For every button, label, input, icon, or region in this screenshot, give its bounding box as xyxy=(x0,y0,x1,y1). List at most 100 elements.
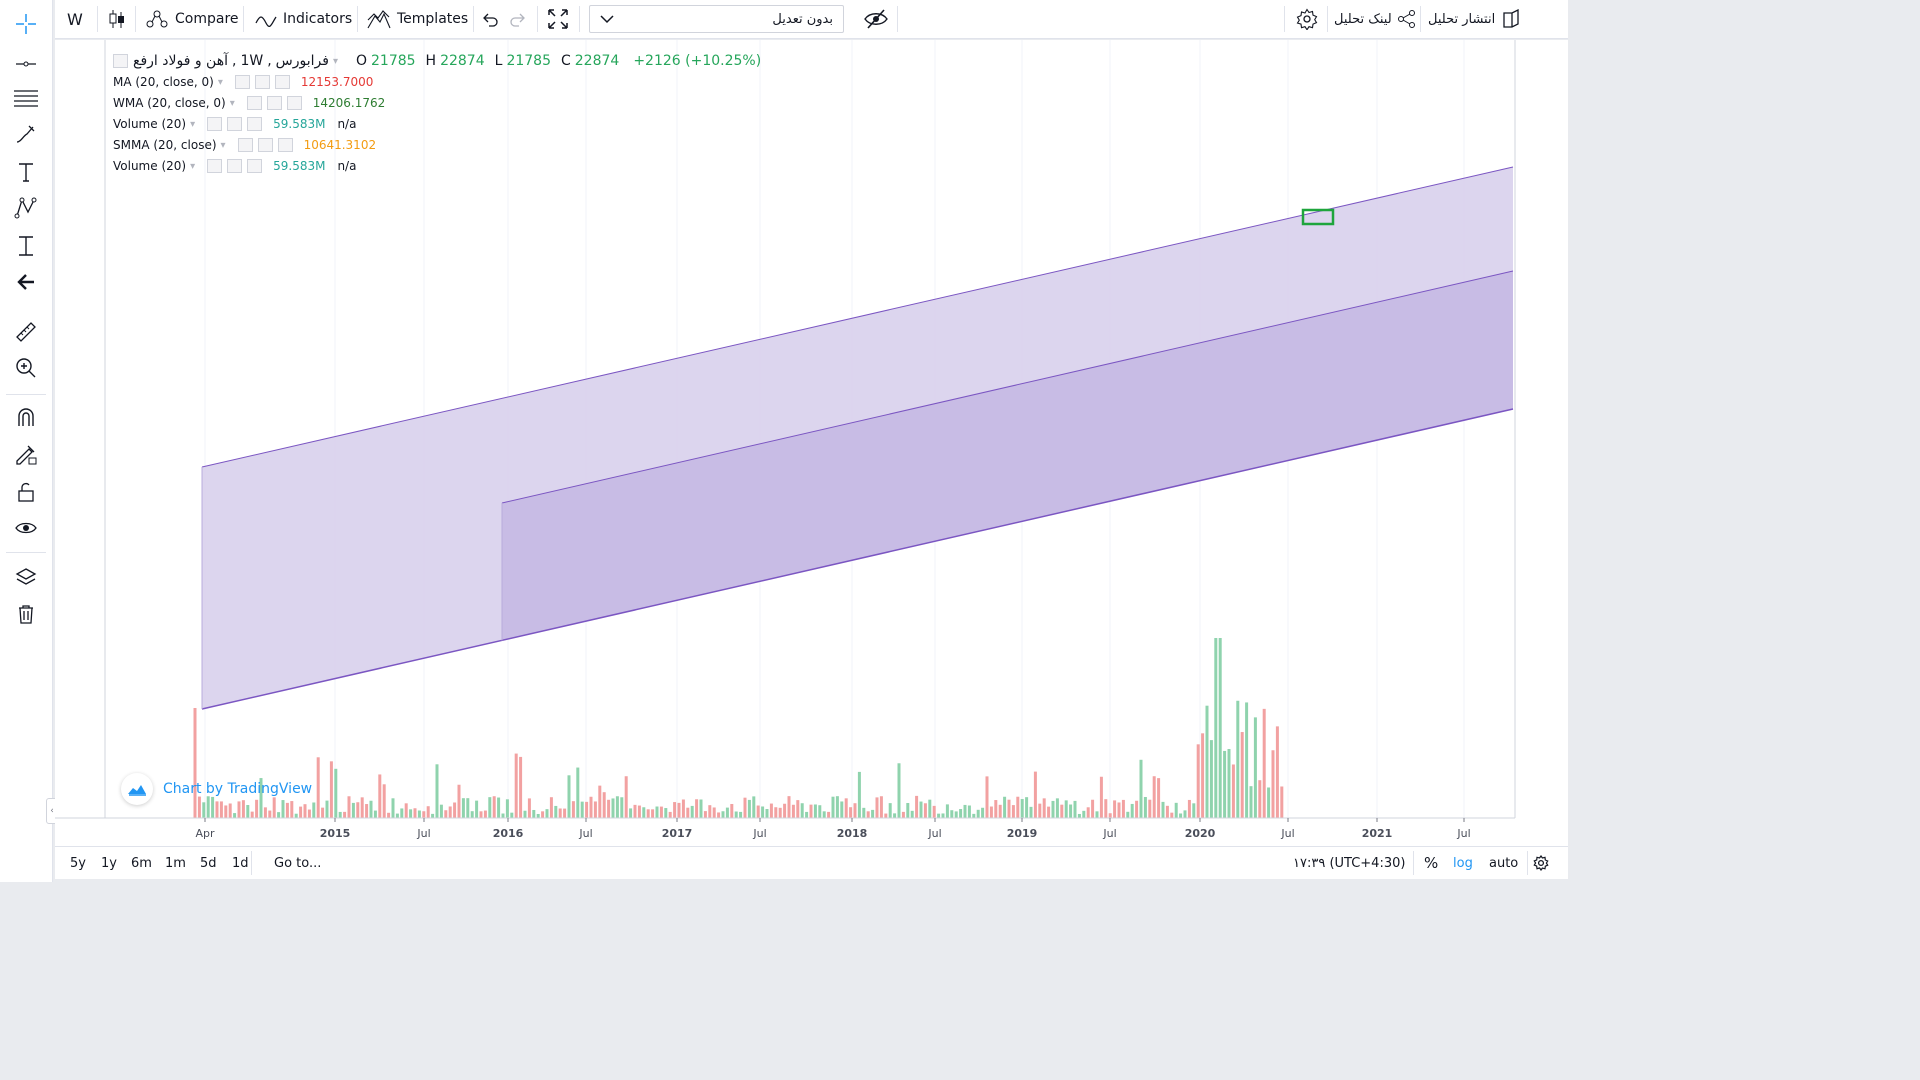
tradingview-watermark[interactable]: Chart by TradingView xyxy=(121,773,312,805)
volume-bar xyxy=(708,805,712,818)
pattern-icon[interactable] xyxy=(10,194,42,222)
range-button-6m[interactable]: 6m xyxy=(131,855,152,871)
settings-icon[interactable] xyxy=(257,138,273,152)
measure-icon[interactable] xyxy=(10,232,42,260)
volume-bar xyxy=(338,811,342,818)
visibility-icon[interactable] xyxy=(237,138,253,152)
volume-bar xyxy=(941,813,945,818)
layers-icon[interactable] xyxy=(10,564,42,592)
goto-button[interactable]: Go to... xyxy=(274,847,321,879)
volume-bar xyxy=(725,807,729,818)
indicator-row[interactable]: Volume (20) ▾ 59.583M n/a xyxy=(113,159,356,173)
settings-icon[interactable] xyxy=(227,117,243,131)
settings-icon[interactable] xyxy=(227,159,243,173)
redo-icon[interactable] xyxy=(509,0,527,38)
fib-lines-icon[interactable] xyxy=(10,84,42,112)
volume-bar xyxy=(1121,799,1125,818)
volume-bar xyxy=(290,801,294,818)
ruler-icon[interactable] xyxy=(10,318,42,346)
chevron-down-icon[interactable]: ▾ xyxy=(190,118,196,130)
compare-button[interactable]: Compare xyxy=(145,0,239,38)
volume-bar xyxy=(303,804,307,818)
publish-analysis-button[interactable]: انتشار تحلیل xyxy=(1428,0,1522,38)
volume-bar xyxy=(862,807,866,818)
trend-line-icon[interactable] xyxy=(10,48,42,76)
chevron-down-icon[interactable]: ▾ xyxy=(229,97,235,109)
volume-bar xyxy=(453,802,457,818)
magnet-icon[interactable] xyxy=(10,404,42,432)
range-button-5y[interactable]: 5y xyxy=(70,855,86,871)
chart-settings-gear-icon[interactable] xyxy=(1533,847,1549,879)
range-button-1y[interactable]: 1y xyxy=(101,855,117,871)
volume-bar xyxy=(686,807,690,818)
chevron-down-icon[interactable]: ▾ xyxy=(332,55,338,67)
lock-drawing-icon[interactable] xyxy=(10,440,42,468)
indicator-row[interactable]: MA (20, close, 0) ▾ 12153.7000 xyxy=(113,75,373,89)
templates-button[interactable]: Templates xyxy=(367,0,468,38)
trash-icon[interactable] xyxy=(10,600,42,628)
auto-scale-toggle[interactable]: auto xyxy=(1489,847,1518,879)
remove-icon[interactable] xyxy=(247,159,263,173)
indicators-button[interactable]: Indicators xyxy=(255,0,352,38)
volume-bar xyxy=(1082,810,1086,818)
analysis-link-button[interactable]: لینک تحلیل xyxy=(1334,0,1417,38)
remove-icon[interactable] xyxy=(274,75,290,89)
remove-icon[interactable] xyxy=(286,96,302,110)
back-arrow-icon[interactable] xyxy=(10,268,42,296)
undo-icon[interactable] xyxy=(481,0,499,38)
crosshair-icon[interactable] xyxy=(10,10,42,38)
collapse-legend-icon[interactable] xyxy=(113,54,128,68)
volume-bar xyxy=(690,805,694,818)
volume-bar xyxy=(1183,810,1187,818)
legend-l-label: L xyxy=(494,53,503,69)
interval-button[interactable]: W xyxy=(67,0,83,38)
fullscreen-icon[interactable] xyxy=(547,0,569,38)
settings-icon[interactable] xyxy=(254,75,270,89)
remove-icon[interactable] xyxy=(277,138,293,152)
visibility-icon[interactable] xyxy=(207,117,223,131)
indicator-row[interactable]: SMMA (20, close) ▾ 10641.3102 xyxy=(113,138,376,152)
volume-bar xyxy=(382,784,386,818)
visibility-icon[interactable] xyxy=(207,159,223,173)
volume-bar xyxy=(307,809,311,818)
log-scale-toggle[interactable]: log xyxy=(1453,847,1473,879)
zoom-in-icon[interactable] xyxy=(10,354,42,382)
brush-icon[interactable] xyxy=(10,120,42,148)
eye-icon[interactable] xyxy=(10,514,42,542)
volume-bar xyxy=(827,811,831,818)
volume-bar xyxy=(721,811,725,818)
indicator-name: MA (20, close, 0) xyxy=(113,75,214,89)
volume-bar xyxy=(897,763,901,818)
range-button-5d[interactable]: 5d xyxy=(200,855,217,871)
settings-gear-icon[interactable] xyxy=(1296,0,1318,38)
hide-eye-icon[interactable] xyxy=(863,0,889,38)
clock-timezone[interactable]: ۱۷:۳۹ (UTC+4:30) xyxy=(1293,847,1405,879)
range-button-1m[interactable]: 1m xyxy=(165,855,186,871)
settings-icon[interactable] xyxy=(266,96,282,110)
text-tool-icon[interactable] xyxy=(10,158,42,186)
volume-bar xyxy=(439,804,443,818)
volume-bar xyxy=(695,799,699,818)
chart-pane[interactable]: 1400001400001100001100008500085000650006… xyxy=(55,40,1568,846)
chart-type-icon[interactable] xyxy=(107,0,127,38)
channel-bottom-line xyxy=(201,408,1514,710)
volume-bar xyxy=(809,804,813,818)
volume-bar xyxy=(1077,813,1081,818)
visibility-icon[interactable] xyxy=(246,96,262,110)
volume-bar xyxy=(915,795,919,818)
chevron-down-icon[interactable]: ▾ xyxy=(220,139,226,151)
range-button-1d[interactable]: 1d xyxy=(232,855,249,871)
legend-symbol[interactable]: آهن و فولاد ارفع xyxy=(133,53,228,69)
indicator-row[interactable]: WMA (20, close, 0) ▾ 14206.1762 xyxy=(113,96,385,110)
visibility-icon[interactable] xyxy=(234,75,250,89)
chevron-down-icon[interactable]: ▾ xyxy=(190,160,196,172)
adjustment-select[interactable]: بدون تعدیل xyxy=(589,5,844,33)
volume-bar xyxy=(1047,806,1051,818)
unlock-icon[interactable] xyxy=(10,478,42,506)
price-chart[interactable]: 1400001400001100001100008500085000650006… xyxy=(55,40,1568,846)
chevron-down-icon[interactable]: ▾ xyxy=(217,76,223,88)
percent-scale-toggle[interactable]: % xyxy=(1424,847,1438,879)
volume-bar xyxy=(422,811,426,818)
remove-icon[interactable] xyxy=(247,117,263,131)
indicator-row[interactable]: Volume (20) ▾ 59.583M n/a xyxy=(113,117,356,131)
